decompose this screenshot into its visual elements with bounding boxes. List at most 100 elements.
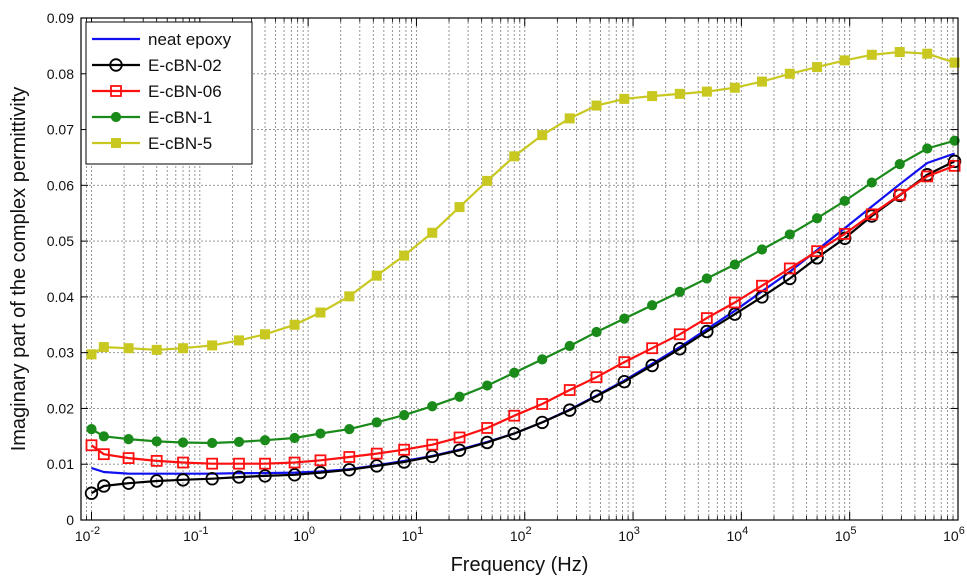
data-point	[482, 380, 493, 391]
axis-ticks: 0 0.01 0.02 0.03 0.04 0.05 0.06 0.07 0.08 0.09 10-…	[47, 10, 965, 544]
data-point	[206, 457, 219, 470]
data-point	[949, 135, 960, 146]
data-point	[313, 465, 328, 480]
data-point	[537, 354, 548, 365]
data-point	[729, 82, 740, 93]
data-point	[205, 472, 219, 486]
legend-swatch-marker	[109, 58, 123, 72]
data-point	[894, 47, 905, 58]
data-point	[674, 286, 685, 297]
data-point	[589, 389, 604, 403]
legend-label: E-cBN-1	[148, 108, 212, 127]
data-point	[507, 426, 521, 441]
data-point	[811, 245, 823, 258]
data-point	[784, 229, 795, 240]
data-point	[151, 344, 162, 355]
data-point	[343, 451, 356, 463]
data-point	[399, 250, 410, 261]
data-point	[646, 342, 659, 355]
data-point	[398, 443, 411, 456]
data-point	[509, 151, 520, 162]
data-point	[454, 391, 465, 402]
legend-label: E-cBN-5	[148, 134, 212, 153]
data-point	[481, 422, 494, 434]
data-point	[673, 342, 687, 356]
data-point	[591, 100, 602, 111]
data-point	[150, 454, 163, 467]
x-tick-label: 106	[943, 525, 965, 544]
data-point	[97, 448, 110, 461]
data-point	[756, 76, 767, 87]
data-point	[207, 340, 218, 351]
data-point	[260, 329, 271, 340]
legend-label: E-cBN-02	[148, 56, 222, 75]
data-point	[756, 244, 768, 255]
x-tick-label: 10-2	[75, 525, 100, 544]
y-tick-label: 0.01	[47, 456, 74, 472]
data-point	[701, 86, 712, 97]
data-point	[122, 452, 135, 464]
data-point	[674, 88, 685, 99]
data-point	[729, 259, 740, 270]
series-group	[84, 47, 962, 500]
data-point	[949, 57, 960, 68]
data-point	[728, 296, 741, 309]
x-tick-label: 100	[293, 525, 315, 544]
data-point	[123, 434, 134, 445]
x-tick-label: 102	[510, 525, 532, 544]
data-point	[427, 227, 438, 238]
data-point	[177, 437, 189, 448]
data-point	[728, 307, 742, 321]
data-point	[619, 313, 630, 324]
data-point	[315, 428, 326, 439]
data-point	[508, 409, 521, 422]
data-point	[289, 319, 300, 330]
data-point	[591, 326, 602, 338]
y-tick-label: 0.03	[47, 345, 74, 361]
series-e-cbn-06	[85, 159, 961, 470]
data-point	[700, 312, 713, 324]
data-point	[370, 447, 383, 460]
series-line	[90, 160, 956, 495]
data-point	[454, 202, 465, 213]
data-point	[480, 435, 494, 450]
data-point	[259, 435, 271, 446]
x-tick-label: 101	[402, 525, 424, 544]
data-point	[425, 449, 439, 464]
data-point	[207, 437, 218, 449]
data-point	[784, 68, 795, 79]
data-point	[344, 291, 355, 302]
data-point	[399, 410, 410, 421]
data-point	[287, 468, 302, 482]
y-tick-label: 0.09	[47, 10, 74, 26]
x-axis-title: Frequency (Hz)	[451, 554, 589, 576]
y-tick-label: 0.08	[47, 66, 74, 82]
data-point	[647, 300, 658, 311]
data-point	[922, 48, 933, 59]
data-point	[618, 356, 631, 369]
data-point	[151, 436, 162, 447]
y-tick-label: 0.05	[47, 233, 74, 249]
data-point	[838, 227, 851, 240]
data-point	[536, 398, 549, 410]
y-tick-label: 0.06	[47, 177, 74, 193]
legend-swatch-marker	[111, 138, 121, 148]
data-point	[97, 479, 111, 493]
x-tick-label: 103	[618, 525, 640, 544]
data-point	[866, 49, 877, 60]
series-line	[90, 164, 955, 465]
data-point	[176, 473, 190, 487]
data-point	[701, 273, 712, 284]
legend-swatch-marker	[110, 85, 122, 97]
data-point	[121, 476, 136, 490]
data-point	[86, 349, 97, 360]
data-point	[233, 335, 244, 346]
data-point	[452, 443, 467, 457]
series-e-cbn-1	[86, 135, 960, 449]
y-tick-label: 0	[66, 512, 74, 528]
data-point	[673, 328, 686, 341]
y-tick-label: 0.07	[47, 122, 74, 138]
data-point	[839, 55, 850, 66]
